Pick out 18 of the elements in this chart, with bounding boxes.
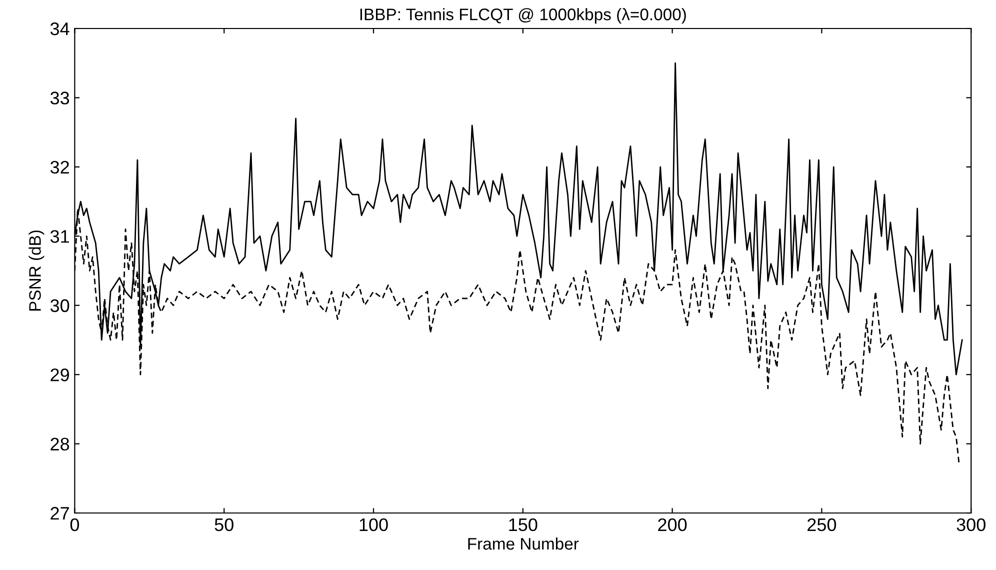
y-tick-label: 30 [50, 299, 70, 312]
x-tick-label: 50 [214, 518, 234, 532]
y-axis-title: PSNR (dB) [28, 230, 44, 311]
y-tick-label: 27 [50, 506, 69, 520]
y-tick-label: 34 [50, 22, 70, 36]
x-tick-label: 200 [658, 518, 687, 532]
x-tick-label: 100 [360, 518, 388, 532]
x-tick-label: 150 [509, 518, 538, 532]
x-tick-label: 300 [956, 518, 986, 532]
x-axis-title: Frame Number [468, 537, 579, 550]
y-tick-label: 29 [50, 368, 69, 382]
y-tick-label: 28 [50, 438, 70, 451]
y-tick-label: 31 [50, 230, 69, 243]
y-tick-label: 32 [50, 160, 69, 174]
x-tick-label: 0 [70, 518, 80, 532]
chart-title: IBBP: Tennis FLCQT @ 1000kbps (λ=0.000) [360, 8, 686, 24]
y-tick-label: 33 [50, 92, 70, 104]
x-tick-label: 250 [808, 518, 836, 532]
